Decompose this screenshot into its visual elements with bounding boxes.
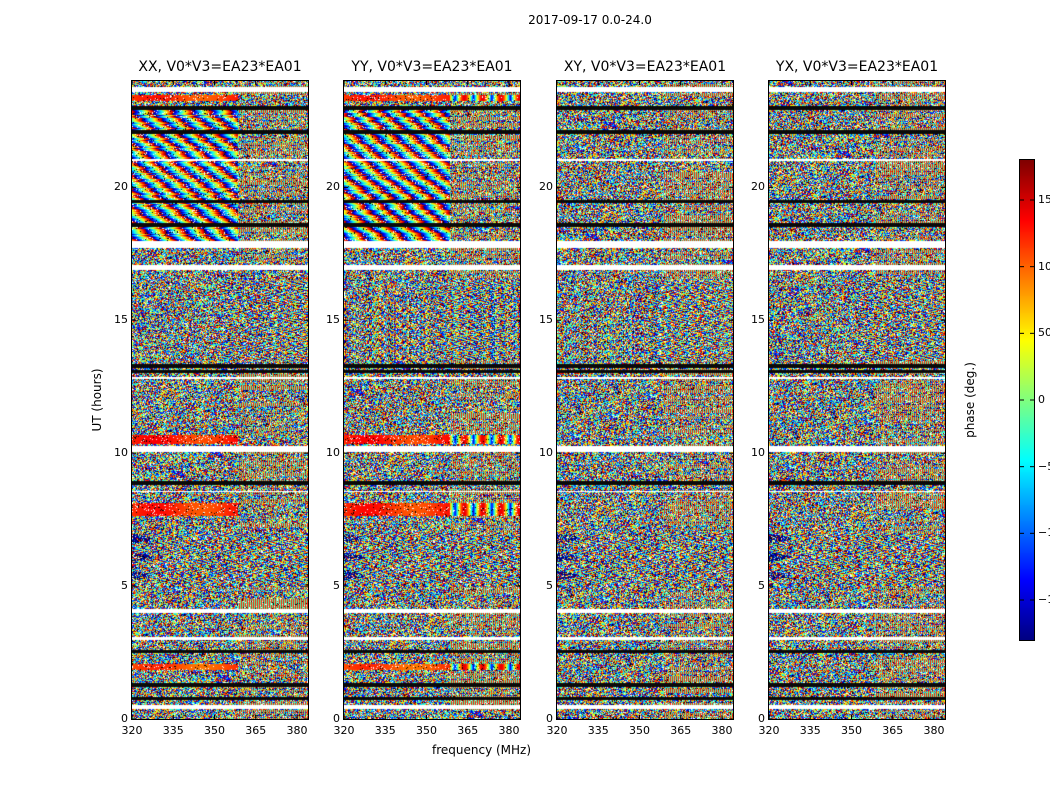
- x-tick-label: 320: [121, 724, 143, 737]
- heatmap-xy: [557, 81, 733, 719]
- y-axis-label: UT (hours): [90, 368, 104, 432]
- x-tick-label: 335: [162, 724, 184, 737]
- y-tick-label: 5: [758, 579, 765, 593]
- x-tick-label: 335: [374, 724, 396, 737]
- figure-title: 2017-09-17 0.0-24.0: [528, 13, 652, 27]
- panel-title-xx: XX, V0*V3=EA23*EA01: [138, 59, 302, 75]
- colorbar-label: phase (deg.): [963, 362, 977, 438]
- y-tick-label: 15: [326, 313, 340, 327]
- y-tick-label: 10: [539, 446, 553, 460]
- x-tick-label: 380: [711, 724, 733, 737]
- x-tick-label: 320: [758, 724, 780, 737]
- y-tick-label: 15: [539, 313, 553, 327]
- heatmap-yx: [769, 81, 945, 719]
- x-tick-label: 365: [670, 724, 692, 737]
- heatmap-yy: [344, 81, 520, 719]
- x-tick-label: 380: [286, 724, 308, 737]
- y-tick-label: 0: [758, 712, 765, 725]
- x-tick-label: 335: [587, 724, 609, 737]
- y-tick-label: 20: [114, 180, 128, 194]
- y-tick-label: 5: [546, 579, 553, 593]
- x-tick-label: 350: [416, 724, 437, 737]
- x-tick-label: 380: [498, 724, 520, 737]
- heatmap-xx: [132, 81, 308, 719]
- y-tick-label: 0: [333, 712, 340, 725]
- x-tick-label: 320: [546, 724, 568, 737]
- colorbar-tick-label: 100: [1038, 259, 1050, 273]
- colorbar-tick-label: 50: [1038, 326, 1050, 340]
- x-tick-label: 365: [882, 724, 904, 737]
- panel-title-yy: YY, V0*V3=EA23*EA01: [351, 59, 513, 75]
- x-tick-label: 365: [457, 724, 479, 737]
- y-tick-label: 20: [326, 180, 340, 194]
- y-tick-label: 20: [751, 180, 765, 194]
- colorbar: [1020, 160, 1034, 640]
- y-tick-label: 5: [121, 579, 128, 593]
- y-tick-label: 15: [751, 313, 765, 327]
- x-tick-label: 320: [333, 724, 355, 737]
- colorbar-tick-label: −100: [1038, 526, 1050, 540]
- x-tick-label: 380: [923, 724, 945, 737]
- x-tick-label: 335: [799, 724, 821, 737]
- x-axis-label: frequency (MHz): [432, 743, 532, 757]
- x-tick-label: 350: [841, 724, 862, 737]
- panel-title-yx: YX, V0*V3=EA23*EA01: [775, 59, 939, 75]
- colorbar-tick-label: 150: [1038, 193, 1050, 206]
- y-tick-label: 15: [114, 313, 128, 327]
- x-tick-label: 365: [245, 724, 267, 737]
- y-tick-label: 10: [751, 446, 765, 460]
- y-tick-label: 20: [539, 180, 553, 194]
- y-tick-label: 0: [546, 712, 553, 725]
- panel-title-xy: XY, V0*V3=EA23*EA01: [563, 59, 727, 75]
- colorbar-tick-label: −50: [1038, 459, 1050, 473]
- colorbar-tick-label: −150: [1038, 593, 1050, 606]
- x-tick-label: 350: [204, 724, 225, 737]
- y-tick-label: 5: [333, 579, 340, 593]
- y-tick-label: 10: [114, 446, 128, 460]
- x-tick-label: 350: [629, 724, 650, 737]
- y-tick-label: 0: [121, 712, 128, 725]
- y-tick-label: 10: [326, 446, 340, 460]
- colorbar-tick-label: 0: [1038, 393, 1045, 406]
